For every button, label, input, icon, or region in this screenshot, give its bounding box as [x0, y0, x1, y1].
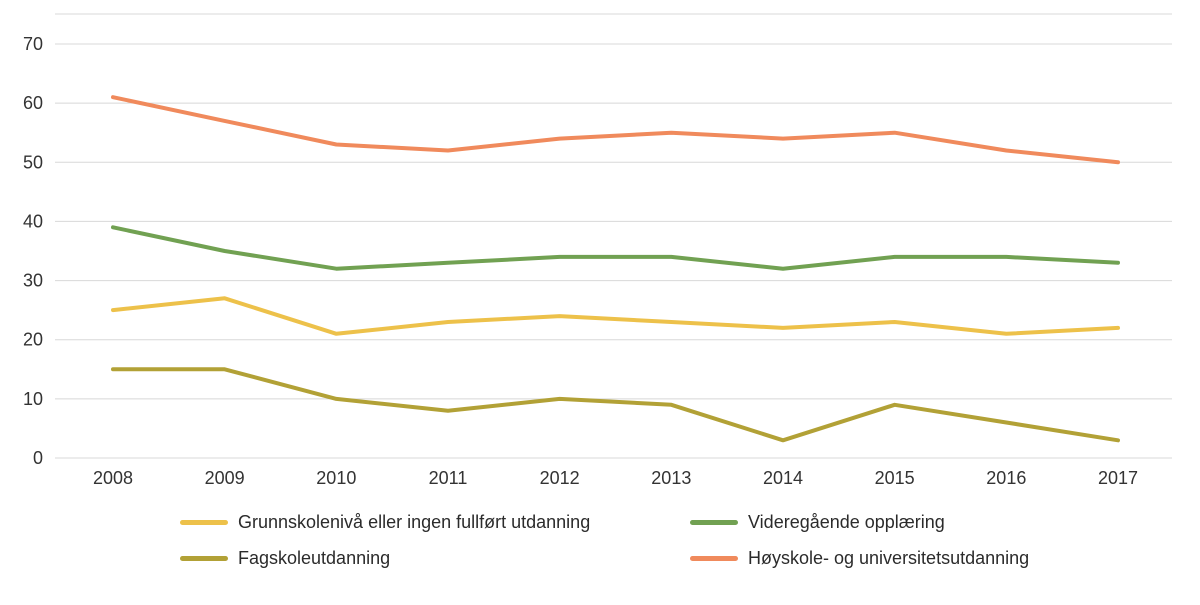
legend-item-grunnskolenivaa: Grunnskolenivå eller ingen fullført utda… [180, 510, 590, 534]
legend-swatch-hoyskole [690, 555, 738, 561]
x-tick-label: 2013 [651, 468, 691, 488]
y-tick-label: 40 [23, 211, 43, 231]
x-tick-label: 2016 [986, 468, 1026, 488]
series-line-0 [111, 296, 1120, 336]
legend-label-hoyskole: Høyskole- og universitetsutdanning [748, 547, 1030, 568]
legend-item-hoyskole: Høyskole- og universitetsutdanning [690, 546, 1029, 570]
legend-label-grunnskolenivaa: Grunnskolenivå eller ingen fullført utda… [238, 511, 591, 532]
y-tick-label: 10 [23, 389, 43, 409]
x-tick-label: 2011 [429, 468, 468, 488]
y-tick-label: 50 [23, 152, 43, 172]
y-tick-label: 60 [23, 93, 43, 113]
x-tick-label: 2009 [205, 468, 245, 488]
legend-swatch-grunnskolenivaa [180, 519, 228, 525]
x-tick-label: 2014 [763, 468, 803, 488]
legend-swatch-videregaaende [690, 519, 738, 525]
series-line-3 [111, 95, 1120, 165]
chart-legend: Grunnskolenivå eller ingen fullført utda… [0, 500, 1200, 605]
legend-swatch-fagskoleutdanning [180, 555, 228, 561]
y-tick-label: 0 [33, 448, 43, 468]
legend-label-videregaaende: Videregående opplæring [748, 511, 945, 532]
legend-item-videregaaende: Videregående opplæring [690, 510, 945, 534]
x-tick-label: 2017 [1098, 468, 1138, 488]
series-line-2 [111, 367, 1120, 443]
y-tick-label: 30 [23, 271, 43, 291]
y-tick-label: 20 [23, 330, 43, 350]
x-tick-label: 2010 [316, 468, 356, 488]
y-tick-label: 70 [23, 34, 43, 54]
x-tick-label: 2012 [540, 468, 580, 488]
x-tick-label: 2015 [875, 468, 915, 488]
x-tick-label: 2008 [93, 468, 133, 488]
line-chart: 0 10 20 30 40 50 60 70 2008 2009 2010 2011 2012 2013 2… [23, 13, 1172, 488]
legend-label-fagskoleutdanning: Fagskoleutdanning [238, 547, 391, 568]
legend-item-fagskoleutdanning: Fagskoleutdanning [180, 546, 390, 570]
series-line-1 [111, 225, 1120, 271]
